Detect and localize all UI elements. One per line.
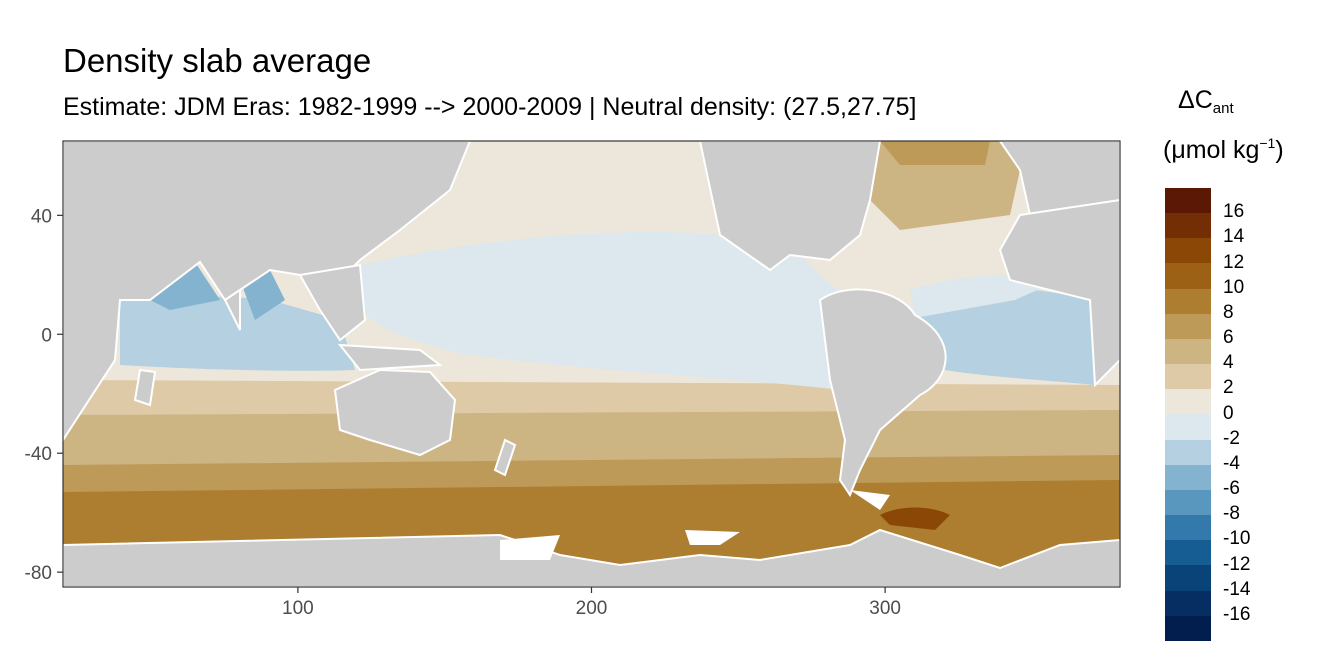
legend-title: ΔCant xyxy=(1178,86,1234,117)
colorbar-label: -8 xyxy=(1223,503,1240,525)
no-data-amundsen xyxy=(685,530,740,545)
y-tick-label: -40 xyxy=(25,444,52,465)
land-india xyxy=(223,288,241,331)
legend-title-sub: ant xyxy=(1212,100,1234,117)
colorbar-swatch xyxy=(1165,515,1211,541)
colorbar-swatch xyxy=(1165,288,1211,314)
colorbar-label: -14 xyxy=(1223,578,1251,600)
colorbar-label: -10 xyxy=(1223,528,1251,550)
colorbar-swatch xyxy=(1165,263,1211,289)
legend-unit-prefix: (μmol kg xyxy=(1163,136,1260,164)
colorbar-swatch xyxy=(1165,238,1211,264)
x-tick-label: 300 xyxy=(869,598,901,619)
colorbar-label: -2 xyxy=(1223,427,1240,449)
colorbar-swatch xyxy=(1165,565,1211,591)
x-axis: 100 200 300 xyxy=(282,587,901,619)
colorbar-label: 16 xyxy=(1223,201,1245,223)
land-south-america xyxy=(818,288,947,498)
colorbar-label: 0 xyxy=(1223,402,1234,424)
colorbar-label: 4 xyxy=(1223,352,1234,374)
land-africa-east xyxy=(998,198,1120,388)
colorbar-swatch xyxy=(1165,540,1211,566)
colorbar-swatch xyxy=(1165,313,1211,339)
y-axis: 40 0 -40 -80 xyxy=(25,206,63,584)
colorbar-label: -4 xyxy=(1223,452,1240,474)
colorbar-swatch xyxy=(1165,590,1211,616)
ocean-indian xyxy=(120,296,355,371)
legend-unit-sup: −1 xyxy=(1259,135,1276,151)
colorbar-swatch xyxy=(1165,464,1211,490)
colorbar-label: -12 xyxy=(1223,553,1251,575)
chart-subtitle: Estimate: JDM Eras: 1982-1999 --> 2000-2… xyxy=(63,93,917,121)
ocean-tropical-atlantic xyxy=(915,289,1095,385)
colorbar-swatch xyxy=(1165,188,1211,214)
ocean-tropical-pacific xyxy=(360,231,850,390)
map-panel xyxy=(63,141,1120,587)
ocean-atlantic-equatorial xyxy=(910,275,1060,318)
colorbar-label: 10 xyxy=(1223,276,1245,298)
colorbar-label: 6 xyxy=(1223,327,1234,348)
land-australia xyxy=(333,368,457,457)
land-antarctica xyxy=(63,528,1120,587)
colorbar-swatch xyxy=(1165,389,1211,415)
chart-title: Density slab average xyxy=(63,42,372,79)
land-madagascar xyxy=(133,368,157,407)
colorbar-label: 8 xyxy=(1223,301,1234,323)
legend-unit-suffix: ) xyxy=(1275,136,1284,164)
y-tick-label: -80 xyxy=(25,563,52,584)
colorbar-label: -6 xyxy=(1223,478,1240,499)
land-masses xyxy=(63,141,1120,587)
ocean-labrador xyxy=(880,141,990,165)
ocean-band-south-pale xyxy=(63,380,1120,415)
x-tick-label: 200 xyxy=(576,598,608,619)
colorbar-label: -16 xyxy=(1223,603,1251,625)
colorbar-swatch xyxy=(1165,213,1211,239)
no-data-ross-sea xyxy=(500,535,560,560)
colorbar-swatch xyxy=(1165,338,1211,365)
land-indonesia xyxy=(337,343,443,372)
legend-title-main: ΔC xyxy=(1178,86,1213,114)
y-tick-label: 40 xyxy=(31,206,52,227)
y-tick-label: 0 xyxy=(41,325,52,346)
land-north-america xyxy=(698,141,882,272)
colorbar-swatch xyxy=(1165,439,1211,465)
colorbar-label: 2 xyxy=(1223,377,1234,399)
colorbar-label: 12 xyxy=(1223,251,1245,273)
land-africa-eurasia xyxy=(63,141,472,442)
no-data-patches xyxy=(500,490,890,560)
colorbar-swatch xyxy=(1165,489,1211,516)
colorbar-swatch xyxy=(1165,364,1211,390)
legend-unit: (μmol kg−1) xyxy=(1163,135,1284,165)
colorbar-swatch xyxy=(1165,615,1211,641)
no-data-drake xyxy=(850,490,890,510)
colorbar xyxy=(1165,188,1211,641)
colorbar-label: 14 xyxy=(1223,226,1245,248)
ocean-weddell xyxy=(880,507,950,530)
x-tick-label: 100 xyxy=(282,598,314,619)
colorbar-swatch xyxy=(1165,414,1211,440)
land-new-zealand xyxy=(493,438,517,477)
land-southeast-asia xyxy=(298,263,367,342)
